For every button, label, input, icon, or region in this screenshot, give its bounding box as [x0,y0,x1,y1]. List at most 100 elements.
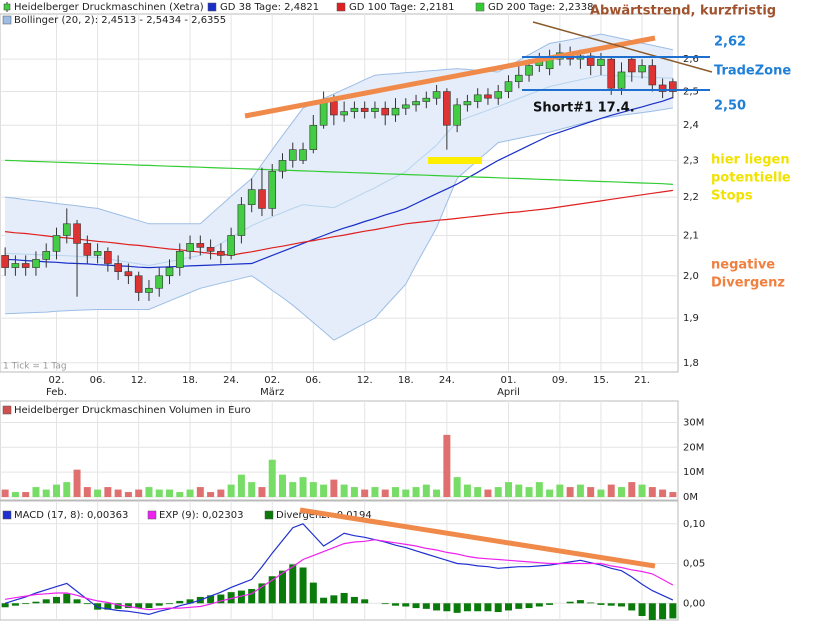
volume-bar [309,482,317,498]
volume-bar [433,489,441,498]
y-tick-label: 1,9 [683,313,699,324]
x-tick-label: 02. [264,375,280,386]
volume-bar [505,482,512,498]
divergence-bar [94,603,102,610]
volume-bar [566,487,574,498]
candle-body [21,263,30,268]
candle-body [422,97,431,102]
x-tick-label: 09. [552,375,568,386]
divergence-bar [340,592,348,604]
volume-bar [648,487,656,498]
divergence-bar [607,603,615,606]
divergence-bar [515,603,523,609]
note: 1 Tick = 1 Tag [3,362,67,372]
volume-bar [299,477,307,498]
legend-swatch [207,2,217,12]
annotation: potentielle [711,171,791,186]
candle-body [473,94,482,102]
bollinger-band [5,34,673,341]
divergence-line [299,507,656,569]
macd-line [5,539,674,611]
divergence-bar [279,570,286,604]
volume-bar [145,487,153,498]
divergence-bar [618,603,625,607]
candle-body [504,81,513,92]
volume-bar [618,487,625,498]
legend-label: EXP (9): 0,02303 [159,510,243,521]
x-tick-label: 12. [131,375,147,386]
candle-body [237,204,246,236]
candle-body [453,104,461,126]
divergence-bar [433,603,441,611]
moving-average [5,189,673,257]
volume-bar [73,469,81,498]
bollinger-middle [5,74,673,267]
volume-bar [453,477,461,498]
y-tick-label: 2,0 [683,271,699,282]
volume-bar [268,459,276,498]
x-tick-label: 06. [90,375,106,386]
volume-bar [1,489,9,498]
candle-body [597,58,605,66]
divergence-bar [350,596,358,604]
volume-bar [186,489,194,498]
annotation: 2,62 [714,35,746,50]
y-tick-label: 10M [683,467,704,478]
volume-bar [330,479,338,498]
volume-bar [628,482,636,498]
divergence-bar [361,599,369,604]
uptrend-line [244,35,656,119]
candle-body [627,58,636,73]
volume-bar [53,484,60,498]
divergence-bar [474,603,482,612]
legend-swatch [2,405,12,415]
x-tick-label: 01. [501,375,517,386]
volume-bar [22,492,30,498]
candle-body [669,81,677,92]
candle-body [217,251,225,256]
volume-bar [659,489,667,498]
candle-body [617,71,626,89]
candle-body [42,251,51,260]
candle-body [83,243,92,256]
divergence-bar [525,603,533,609]
bollinger-lower [5,107,673,341]
divergence-bar [309,582,317,604]
volume-bar [227,484,235,498]
divergence-bar [463,603,471,612]
divergence-bar [453,603,461,613]
candle-body [443,91,451,126]
divergence-bar [176,600,184,604]
candle-body [494,91,503,99]
candle-body [381,107,390,116]
divergence-bar [155,603,163,606]
candle-body [514,74,523,82]
volume-bar [535,482,543,498]
divergence-bar [104,603,112,610]
moving-average [5,159,673,185]
divergence-bar [63,593,71,604]
candle-body [412,101,420,106]
y-tick-label: 0,10 [683,519,705,530]
candle-body [360,107,369,112]
volume-bar [463,484,471,498]
divergence-bar [648,603,656,620]
candle-body [196,243,205,248]
divergence-bar [628,603,636,611]
y-tick-label: 2,5 [683,87,699,98]
y-tick-label: 1,8 [683,358,699,369]
candle-body [258,189,266,209]
volume-bar [217,489,225,498]
candle-body [175,251,184,268]
candle-body [247,189,256,205]
volume-bar [32,487,40,498]
divergence-bar [124,603,132,609]
legend-label: Heidelberger Druckmaschinen (Xetra) [14,2,204,13]
divergence-bar [22,603,30,605]
legend-swatch [264,510,274,520]
divergence-bar [186,599,194,604]
candle-body [1,255,9,268]
x-tick-label: 18. [182,375,198,386]
divergence-bar [166,603,173,605]
candle-body [350,107,359,112]
